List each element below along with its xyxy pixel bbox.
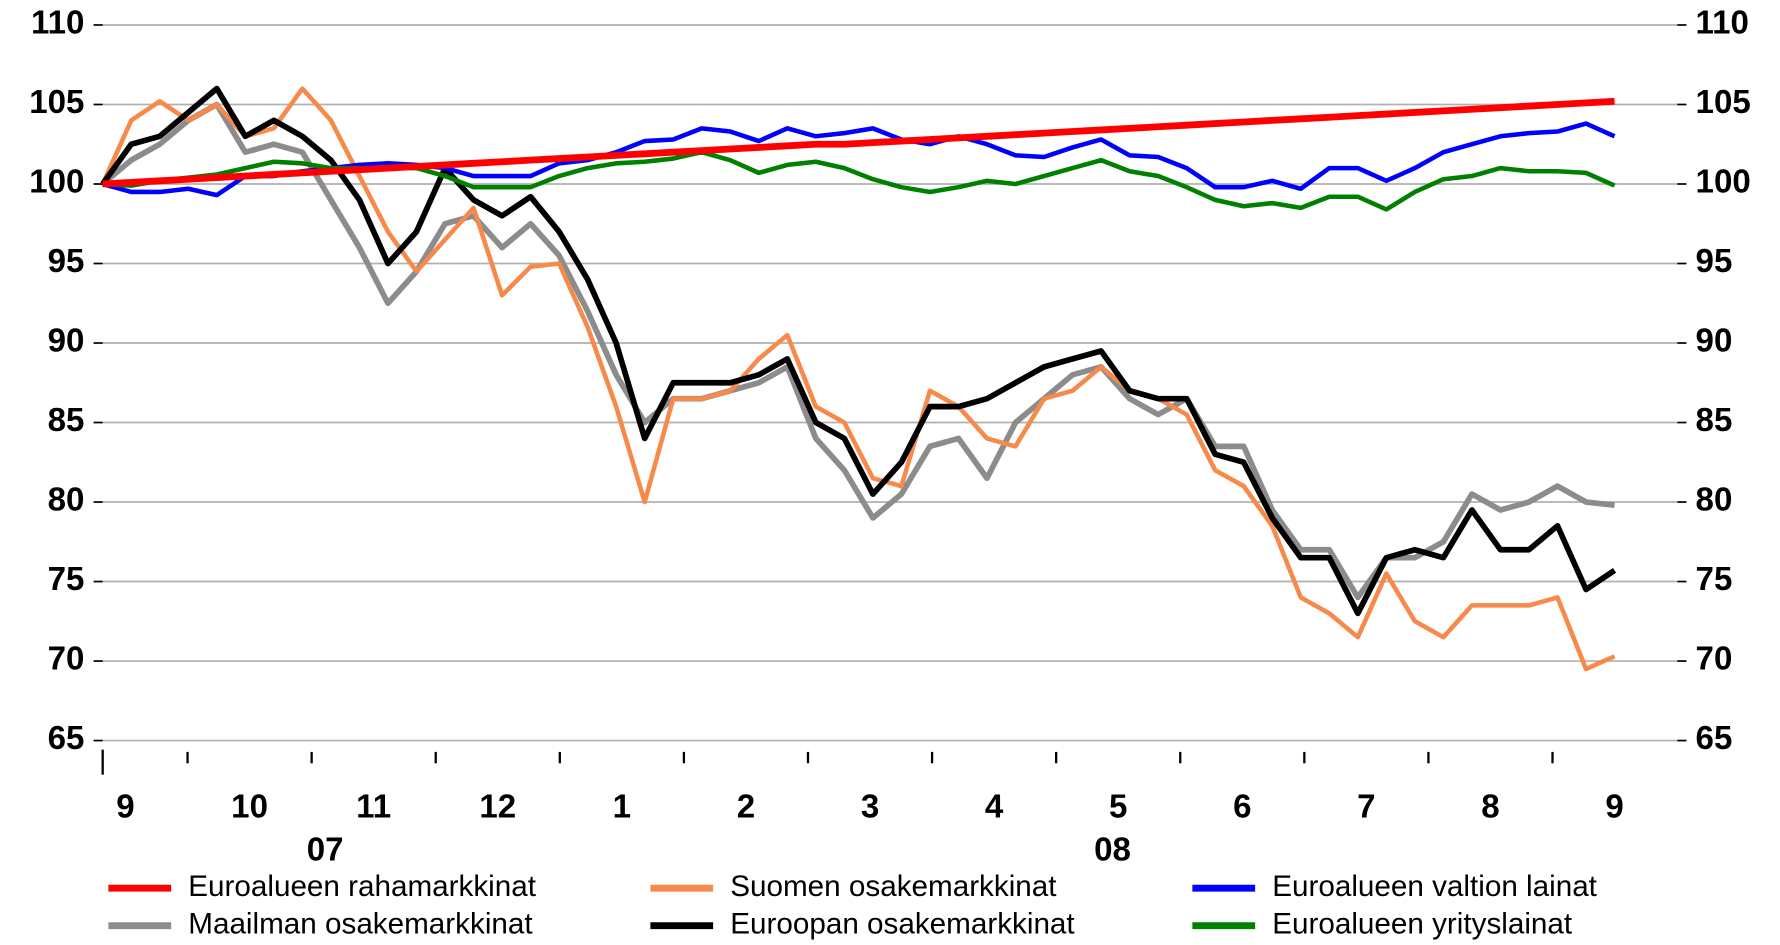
y-tick-label: 105 <box>29 83 84 120</box>
y2-tick-label: 85 <box>1696 401 1733 438</box>
year-label: 08 <box>1094 831 1131 868</box>
y-tick-label: 75 <box>48 560 85 597</box>
y2-tick-label: 75 <box>1696 560 1733 597</box>
y-tick-label: 95 <box>48 242 85 279</box>
x-tick-label: 9 <box>116 787 134 824</box>
y2-tick-label: 95 <box>1696 242 1733 279</box>
y-tick-label: 90 <box>48 322 85 359</box>
x-tick-label: 9 <box>1605 787 1623 824</box>
x-tick-label: 11 <box>356 787 391 824</box>
x-tick-label: 12 <box>479 787 516 824</box>
x-tick-label: 6 <box>1233 787 1251 824</box>
x-tick-label: 3 <box>861 787 879 824</box>
series-line <box>102 97 1615 188</box>
x-tick-label: 5 <box>1109 787 1127 824</box>
year-label: 07 <box>307 831 344 868</box>
x-tick-label: 7 <box>1357 787 1375 824</box>
y2-tick-label: 70 <box>1696 640 1733 677</box>
series-line <box>100 85 1617 617</box>
y2-tick-label: 80 <box>1696 481 1733 518</box>
y-tick-label: 70 <box>48 640 85 677</box>
y2-tick-label: 90 <box>1696 322 1733 359</box>
x-tick-label: 2 <box>737 787 755 824</box>
y-tick-label: 65 <box>48 719 85 756</box>
x-tick-label: 4 <box>985 787 1004 824</box>
legend-label: Euroalueen yrityslainat <box>1272 908 1572 941</box>
legend-label: Suomen osakemarkkinat <box>730 870 1056 903</box>
legend-label: Euroopan osakemarkkinat <box>730 908 1074 941</box>
x-tick-label: 8 <box>1481 787 1499 824</box>
legend-label: Maailman osakemarkkinat <box>188 908 532 941</box>
y-tick-label: 110 <box>31 4 84 41</box>
legend-label: Euroalueen rahamarkkinat <box>188 870 536 903</box>
y2-tick-label: 110 <box>1696 4 1749 41</box>
series-line <box>102 121 1616 198</box>
y2-tick-label: 105 <box>1696 83 1751 120</box>
series-line <box>100 101 1615 601</box>
x-tick-label: 1 <box>613 787 631 824</box>
y-tick-label: 100 <box>29 163 84 200</box>
y-tick-label: 80 <box>48 481 85 518</box>
legend-label: Euroalueen valtion lainat <box>1272 870 1597 903</box>
x-tick-label: 10 <box>231 787 268 824</box>
y2-tick-label: 65 <box>1696 719 1733 756</box>
y2-tick-label: 100 <box>1696 163 1751 200</box>
y-tick-label: 85 <box>48 401 85 438</box>
